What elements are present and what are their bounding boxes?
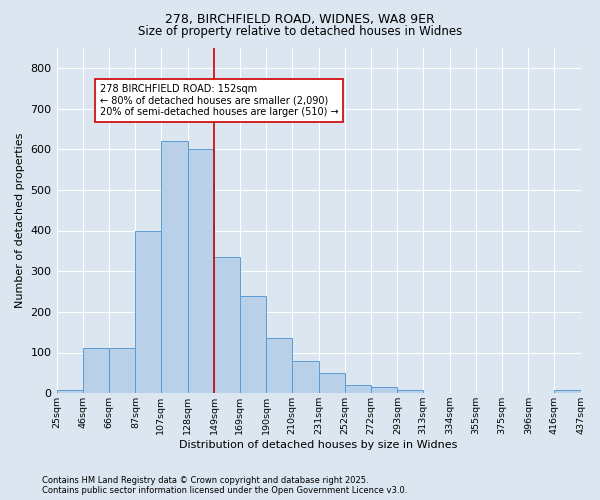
Bar bbox=[109, 348, 136, 393]
Bar bbox=[345, 385, 371, 393]
Bar bbox=[83, 348, 109, 393]
Bar bbox=[214, 257, 239, 393]
Text: Contains public sector information licensed under the Open Government Licence v3: Contains public sector information licen… bbox=[42, 486, 407, 495]
Bar bbox=[239, 296, 266, 393]
Text: 278 BIRCHFIELD ROAD: 152sqm
← 80% of detached houses are smaller (2,090)
20% of : 278 BIRCHFIELD ROAD: 152sqm ← 80% of det… bbox=[100, 84, 338, 117]
Bar bbox=[554, 390, 581, 393]
Bar bbox=[188, 149, 214, 393]
Bar bbox=[136, 230, 161, 393]
Bar bbox=[292, 362, 319, 393]
Text: Contains HM Land Registry data © Crown copyright and database right 2025.: Contains HM Land Registry data © Crown c… bbox=[42, 476, 368, 485]
Y-axis label: Number of detached properties: Number of detached properties bbox=[15, 132, 25, 308]
Bar bbox=[397, 390, 423, 393]
Bar bbox=[56, 390, 83, 393]
Bar bbox=[161, 141, 188, 393]
X-axis label: Distribution of detached houses by size in Widnes: Distribution of detached houses by size … bbox=[179, 440, 458, 450]
Bar bbox=[266, 338, 292, 393]
Bar bbox=[371, 387, 397, 393]
Bar bbox=[319, 373, 345, 393]
Text: Size of property relative to detached houses in Widnes: Size of property relative to detached ho… bbox=[138, 25, 462, 38]
Text: 278, BIRCHFIELD ROAD, WIDNES, WA8 9ER: 278, BIRCHFIELD ROAD, WIDNES, WA8 9ER bbox=[165, 12, 435, 26]
